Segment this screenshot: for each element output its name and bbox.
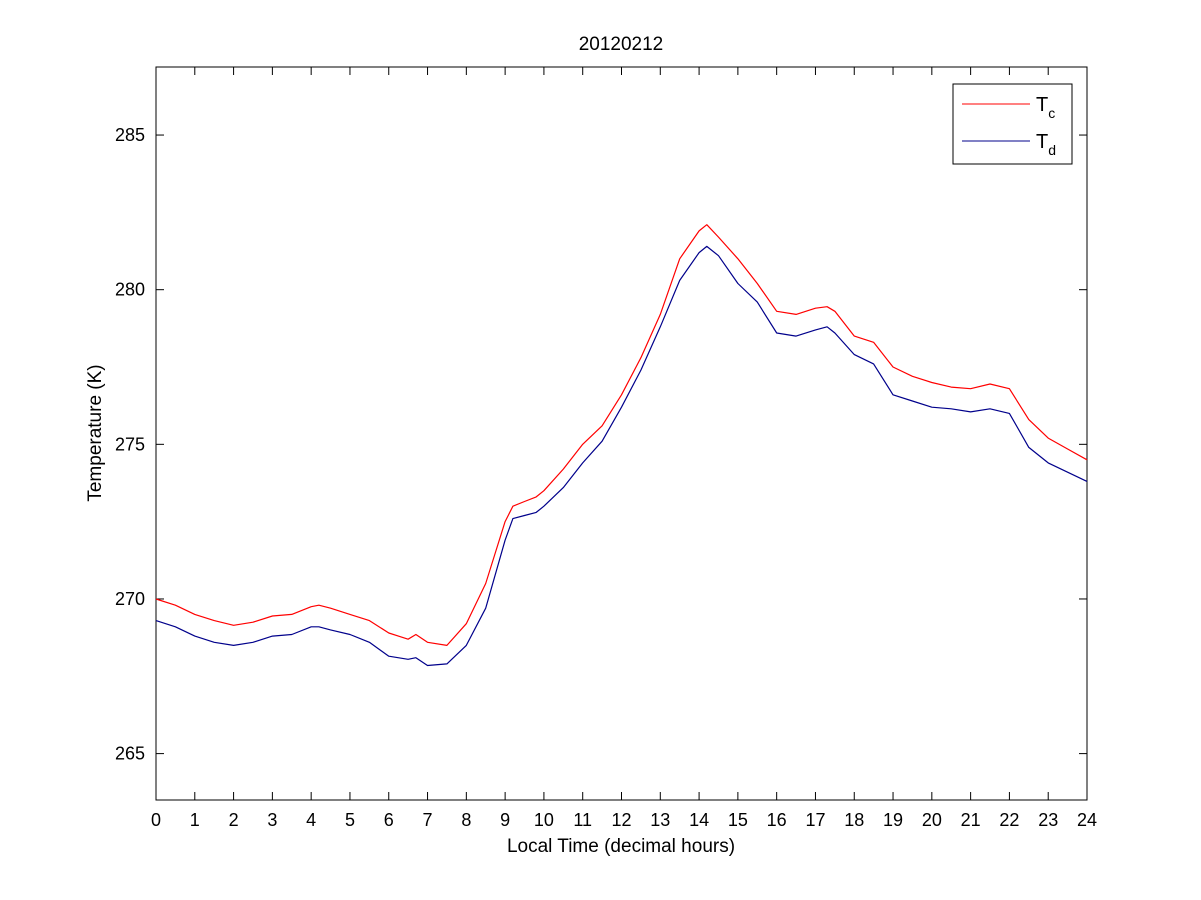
x-tick-label: 24 (1077, 810, 1097, 830)
x-tick-label: 9 (500, 810, 510, 830)
series-line-tc (155, 224, 1088, 647)
x-tick-label: 16 (767, 810, 787, 830)
x-axis-ticks: 0 1 2 3 4 5 6 7 8 9 10 11 12 13 14 15 16 17 18 19 20 21 22 23 24 (151, 67, 1097, 830)
x-tick-label: 12 (611, 810, 631, 830)
x-tick-label: 15 (728, 810, 748, 830)
series-lines (155, 224, 1088, 667)
y-tick-label: 280 (115, 280, 145, 300)
x-axis-label: Local Time (decimal hours) (507, 836, 735, 857)
legend-entry-tc: Tc (1036, 94, 1055, 121)
x-tick-label: 20 (922, 810, 942, 830)
x-tick-label: 3 (267, 810, 277, 830)
x-tick-label: 2 (229, 810, 239, 830)
y-tick-label: 275 (115, 434, 145, 454)
chart-title: 20120212 (579, 34, 664, 55)
plot-area (155, 66, 1088, 801)
x-tick-label: 23 (1038, 810, 1058, 830)
x-tick-label: 10 (534, 810, 554, 830)
x-tick-label: 1 (190, 810, 200, 830)
x-tick-label: 13 (650, 810, 670, 830)
x-tick-label: 11 (573, 810, 592, 830)
x-tick-label: 18 (844, 810, 864, 830)
x-tick-label: 6 (384, 810, 394, 830)
y-axis-ticks: 265 270 275 280 285 (115, 125, 1087, 764)
x-tick-label: 5 (345, 810, 355, 830)
y-tick-label: 265 (115, 744, 145, 764)
x-tick-label: 4 (306, 810, 316, 830)
x-tick-label: 17 (805, 810, 825, 830)
series-line-td (155, 245, 1088, 667)
x-tick-label: 22 (999, 810, 1019, 830)
x-tick-label: 21 (961, 810, 981, 830)
x-tick-label: 0 (151, 810, 161, 830)
y-tick-label: 270 (115, 589, 145, 609)
y-axis-label: Temperature (K) (85, 364, 106, 501)
legend: Tc Td (952, 83, 1073, 165)
x-tick-label: 7 (423, 810, 433, 830)
x-tick-label: 19 (883, 810, 903, 830)
y-tick-label: 285 (115, 125, 145, 145)
x-tick-label: 8 (461, 810, 471, 830)
legend-entry-td: Td (1036, 131, 1056, 158)
x-tick-label: 14 (689, 810, 709, 830)
legend-box (952, 83, 1073, 165)
